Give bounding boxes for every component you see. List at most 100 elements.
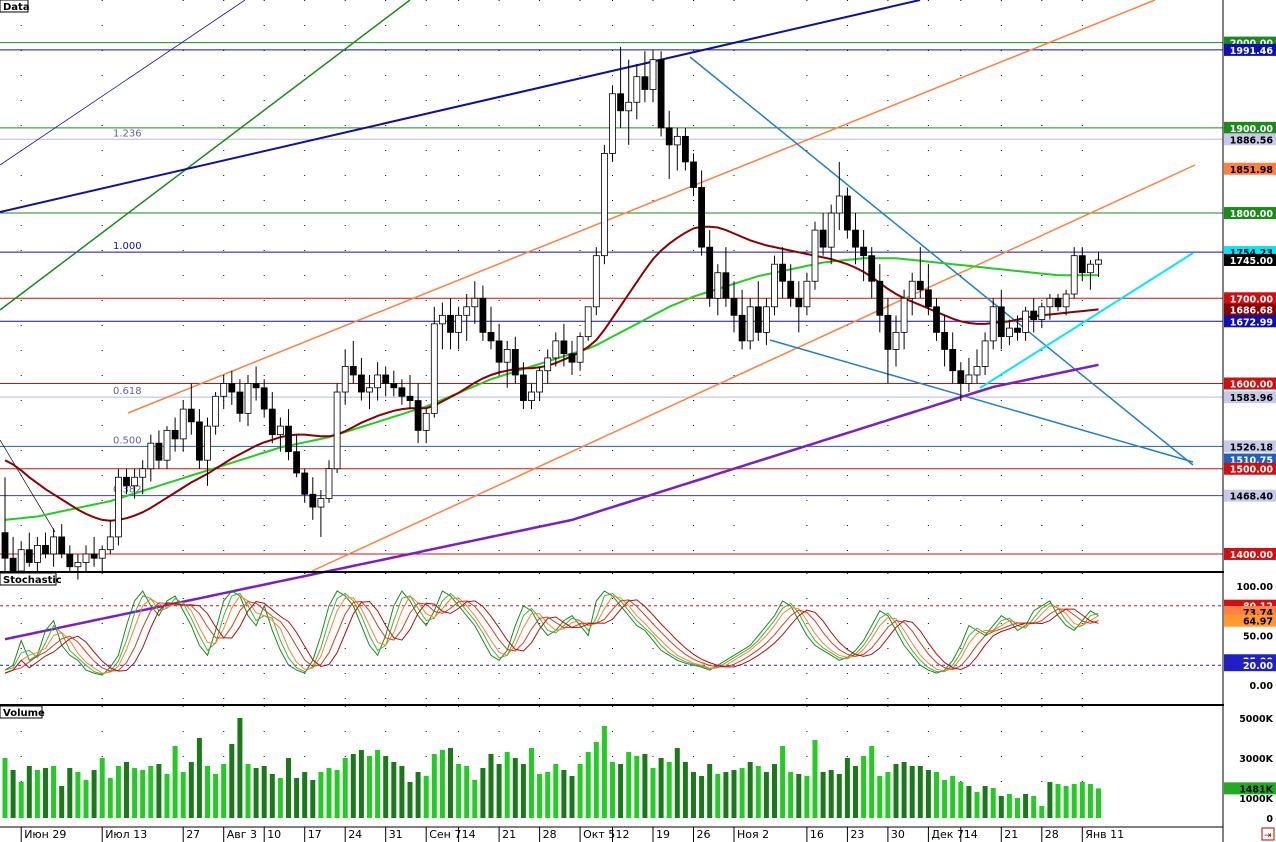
candle-down (665, 127, 673, 146)
volume-bar-up (34, 770, 40, 818)
volume-bar-down (310, 780, 316, 818)
price-axis-label-box (1224, 207, 1276, 220)
candle-down (1078, 255, 1086, 274)
candle-up (131, 476, 139, 487)
candle-down (957, 370, 965, 384)
volume-bar-up (650, 768, 656, 818)
volume-bar-down (253, 768, 259, 818)
volume-bar-up (213, 774, 219, 818)
volume-bar-down (925, 770, 931, 818)
price-axis-label-box (1224, 391, 1276, 404)
candle-down (349, 366, 357, 376)
price-panel-title: Data (3, 2, 30, 13)
volume-bar-down (561, 770, 567, 818)
price-axis-label: 1991.46 (1230, 46, 1274, 57)
candle-down (495, 340, 503, 363)
volume-bar-down (286, 758, 291, 818)
volume-bar-down (391, 762, 397, 818)
volume-bar-up (861, 756, 867, 818)
volume-bar-down (383, 756, 389, 818)
trend-line (769, 339, 1194, 463)
volume-bar-down (820, 772, 826, 818)
candle-up (139, 468, 147, 478)
candle-up (1095, 259, 1102, 265)
volume-bars (2, 718, 1101, 818)
volume-bar-down (917, 766, 923, 818)
candle-up (333, 391, 341, 470)
date-label: 12 (616, 828, 630, 841)
candle-down (884, 314, 892, 350)
candle-down (357, 374, 365, 393)
volume-bar-up (107, 778, 113, 818)
trend-line (689, 56, 1194, 466)
volume-bar-down (496, 764, 502, 818)
volume-bar-up (51, 766, 57, 818)
candle-down (852, 229, 859, 248)
candle-up (163, 429, 171, 461)
candle-down (511, 349, 519, 376)
candle-down (916, 280, 924, 291)
volume-bar-down (618, 764, 624, 818)
volume-bar-down (772, 764, 777, 818)
volume-axis-label: 5000K (1239, 714, 1273, 725)
candle-up (771, 263, 778, 308)
candle-up (471, 297, 479, 308)
stochastic-panel-title: Stochastic (3, 575, 62, 586)
volume-bar-up (375, 750, 381, 818)
fib-level-label: 1.236 (113, 128, 142, 139)
price-axis-label-box (1224, 377, 1276, 390)
trend-line (0, 0, 411, 311)
volume-bar-down (237, 718, 243, 818)
volume-bar-up (537, 774, 543, 818)
stochastic-panel[interactable] (0, 573, 1223, 704)
price-axis-label-box (1224, 489, 1276, 502)
settings-icon[interactable] (1261, 827, 1275, 841)
stoch-axis-label: 20.00 (1243, 661, 1273, 672)
volume-bar-up (990, 788, 996, 818)
fib-level-label: 0.500 (113, 435, 142, 446)
volume-bar-down (302, 772, 308, 818)
volume-bar-down (448, 748, 453, 818)
price-axis-label: 1500.00 (1230, 465, 1274, 476)
volume-bar-up (326, 768, 332, 818)
volume-bar-up (1071, 784, 1077, 818)
candle-up (204, 425, 211, 461)
volume-bar-down (731, 770, 737, 818)
candle-up (892, 331, 900, 350)
price-axis-label: 1754.23 (1230, 248, 1273, 259)
candle-down (560, 340, 568, 355)
candle-up (422, 412, 430, 431)
price-axis-label-box (1224, 162, 1276, 175)
volume-bar-up (164, 774, 170, 818)
volume-bar-up (755, 766, 761, 818)
volume-bar-down (294, 778, 300, 818)
date-label: 19 (656, 828, 670, 841)
volume-bar-down (1047, 782, 1053, 818)
stoch-axis-label: 64.97 (1243, 617, 1273, 628)
volume-bar-down (358, 750, 364, 818)
date-label: 24 (348, 828, 362, 841)
price-panel[interactable] (0, 0, 1223, 571)
candle-down (925, 289, 932, 308)
candle-down (933, 306, 940, 333)
volume-bar-down (642, 754, 648, 818)
candle-up (625, 101, 633, 112)
candle-down (171, 429, 179, 440)
candle-up (106, 536, 114, 551)
candle-down (66, 553, 74, 568)
candle-up (430, 323, 438, 414)
volume-axis-label: 1481K (1239, 784, 1273, 795)
volume-bar-down (67, 768, 73, 818)
volume-bar-up (553, 764, 559, 818)
price-series: 1.236 1.000 0.618 0.500 0.382 (0, 0, 1223, 641)
candle-up (989, 306, 997, 342)
candle-up (147, 442, 155, 470)
candle-up (1006, 327, 1013, 338)
candle-down (1054, 297, 1062, 308)
volume-panel-title: Volume (3, 708, 45, 719)
candle-down (479, 297, 487, 333)
date-label: 21 (502, 828, 516, 841)
stochastic-title-box (0, 572, 57, 586)
candle-down (187, 408, 195, 423)
